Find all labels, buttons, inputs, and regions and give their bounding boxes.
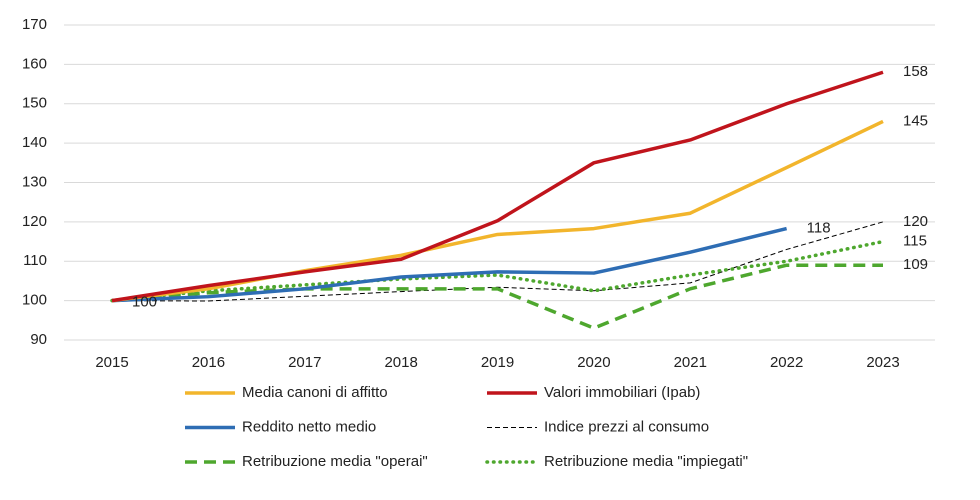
y-tick-label: 110 [23, 252, 47, 269]
data-label: 120 [903, 213, 928, 230]
y-tick-label: 100 [22, 292, 47, 309]
legend-label: Reddito netto medio [242, 418, 376, 435]
y-tick-label: 170 [22, 16, 47, 33]
y-tick-label: 90 [30, 331, 47, 348]
legend-label: Retribuzione media "impiegati" [544, 453, 748, 470]
legend-label: Indice prezzi al consumo [544, 418, 709, 435]
x-tick-label: 2016 [192, 354, 225, 371]
y-tick-label: 160 [22, 55, 47, 72]
series-line [111, 119, 884, 303]
x-tick-label: 2015 [95, 354, 128, 371]
x-tick-label: 2023 [866, 354, 899, 371]
x-tick-label: 2018 [384, 354, 417, 371]
data-label: 100 [132, 294, 157, 311]
data-label: 118 [807, 220, 831, 237]
x-tick-label: 2022 [770, 354, 803, 371]
series-line [111, 70, 884, 303]
series-line [111, 226, 788, 303]
legend-label: Valori immobiliari (Ipab) [544, 384, 700, 401]
series-line [110, 239, 885, 303]
y-tick-label: 120 [22, 213, 47, 230]
x-tick-label: 2020 [577, 354, 610, 371]
data-label: 145 [903, 112, 928, 129]
y-tick-label: 150 [22, 95, 47, 112]
legend-label: Retribuzione media "operai" [242, 453, 428, 470]
x-tick-label: 2019 [481, 354, 514, 371]
data-label: 115 [903, 233, 927, 250]
series-line [111, 263, 883, 330]
y-tick-label: 140 [22, 134, 47, 151]
y-tick-label: 130 [22, 173, 47, 190]
data-label: 109 [903, 256, 928, 273]
legend-label: Media canoni di affitto [242, 384, 388, 401]
data-label: 158 [903, 63, 928, 80]
x-tick-label: 2021 [674, 354, 707, 371]
x-tick-label: 2017 [288, 354, 321, 371]
